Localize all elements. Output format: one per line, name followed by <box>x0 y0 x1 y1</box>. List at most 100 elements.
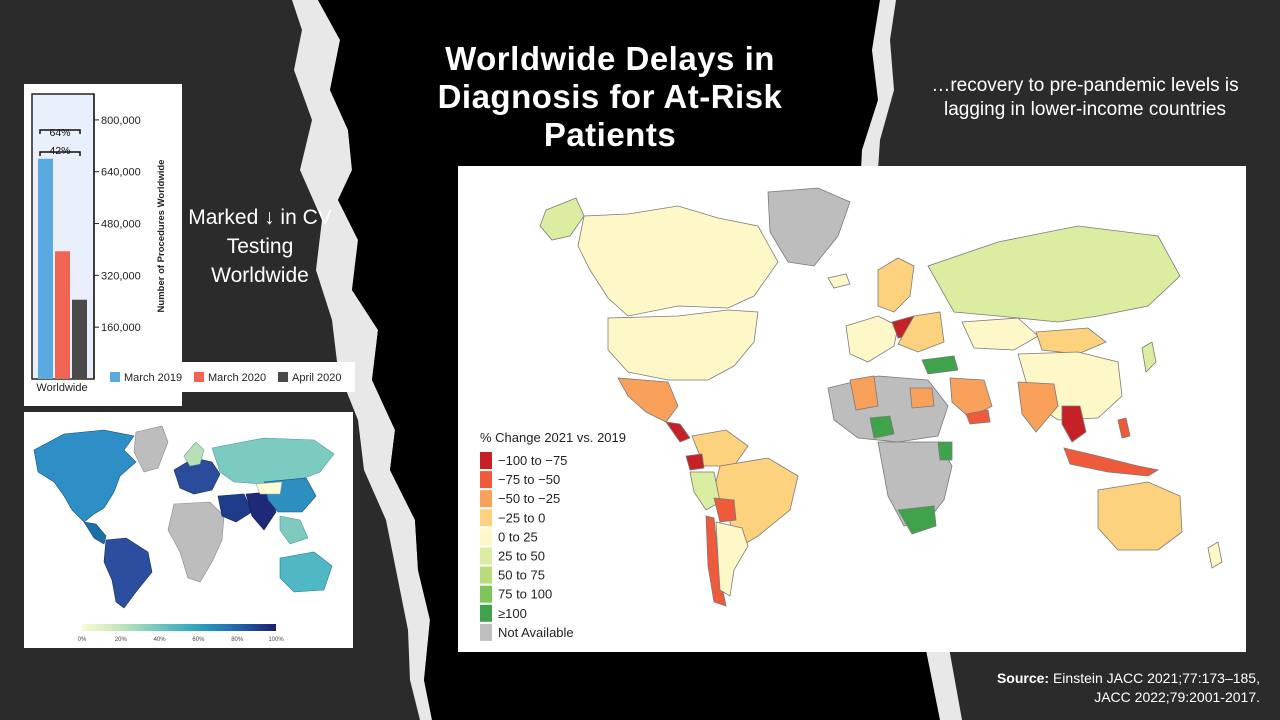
source-citation: Source: Einstein JACC 2021;77:173–185, J… <box>997 669 1260 707</box>
map-kazakhstan <box>961 317 1039 351</box>
map-scandinavia <box>877 257 915 313</box>
map-turkey <box>921 355 959 375</box>
map-western-europe <box>845 315 899 363</box>
change-legend-swatch <box>480 566 492 584</box>
map-southeast-asia <box>279 515 309 545</box>
change-legend-label: −100 to −75 <box>498 453 567 468</box>
coverage-scale-label: 20% <box>115 637 128 643</box>
y-tick-label: 640,000 <box>101 167 141 179</box>
slide-title: Worldwide Delays in Diagnosis for At-Ris… <box>437 40 783 153</box>
map-west-africa <box>849 375 879 411</box>
map-canada <box>577 205 779 317</box>
change-legend-swatch <box>480 604 492 622</box>
bar-march-2020 <box>55 251 70 379</box>
map-greenland <box>133 425 169 473</box>
change-map-panel: % Change 2021 vs. 2019 −100 to −75 −75 to… <box>458 166 1246 652</box>
map-middle-east <box>217 493 253 523</box>
legend-label: March 2019 <box>124 372 182 384</box>
bracket-annotation-42: 42% <box>39 145 81 157</box>
torn-paper-left <box>292 0 432 720</box>
change-legend-swatch <box>480 528 492 546</box>
legend-swatch <box>278 372 288 382</box>
source-label: Source: <box>996 670 1050 686</box>
slide-subtitle: …recovery to pre-pandemic levels is lagg… <box>931 75 1239 120</box>
bar-legend-items: March 2019 March 2020 April 2020 <box>110 372 342 384</box>
change-legend-label: ≥100 <box>498 606 527 621</box>
map-southeast-asia <box>1061 405 1087 443</box>
map-japan <box>1141 341 1157 373</box>
map-philippines <box>1117 417 1131 439</box>
legend-label: March 2020 <box>208 372 266 384</box>
coverage-scale-label: 40% <box>154 637 167 643</box>
coverage-scale-label: 100% <box>268 637 284 643</box>
bar-chart-panel: 160,000 320,000 480,000 640,000 800,000 64% … <box>24 84 182 406</box>
map-central-america <box>665 421 691 443</box>
map-new-zealand <box>1207 541 1223 569</box>
change-legend-swatch <box>480 547 492 565</box>
legend-swatch <box>194 372 204 382</box>
map-peru <box>689 471 721 511</box>
map-iceland <box>827 273 851 289</box>
coverage-map-panel: 0% 20% 40% 60% 80% 100% <box>24 412 353 648</box>
map-scandinavia <box>183 441 205 467</box>
map-mongolia <box>255 481 283 495</box>
legend-swatch <box>110 372 120 382</box>
change-legend-swatch <box>480 623 492 641</box>
map-north-america <box>33 429 137 523</box>
x-category-label: Worldwide <box>36 382 87 394</box>
map-africa <box>167 501 225 583</box>
change-legend-swatch <box>480 490 492 508</box>
change-legend-swatch <box>480 509 492 527</box>
change-legend-swatch <box>480 452 492 469</box>
map-argentina <box>715 521 749 597</box>
change-legend-label: 75 to 100 <box>498 587 552 602</box>
map-south-africa <box>897 505 937 535</box>
y-axis-title: Number of Procedures Worldwide <box>156 160 167 313</box>
change-legend-swatch <box>480 585 492 603</box>
map-bolivia <box>713 497 737 523</box>
change-legend-label: 50 to 75 <box>498 568 545 583</box>
map-usa <box>607 309 759 381</box>
y-tick-label: 800,000 <box>101 115 141 127</box>
bar-march-2019 <box>38 158 53 379</box>
map-kenya <box>937 441 953 461</box>
map-australia <box>1097 481 1183 551</box>
source-line-1: Einstein JACC 2021;77:173–185, <box>1052 670 1260 686</box>
map-eastern-europe <box>897 311 945 353</box>
change-legend-label: Not Available <box>498 625 574 640</box>
coverage-scale-label: 60% <box>192 637 205 643</box>
map-mongolia <box>1035 327 1107 355</box>
bracket-annotation-64: 64% <box>39 127 81 139</box>
legend-label: April 2020 <box>292 372 342 384</box>
y-tick-label: 480,000 <box>101 219 141 231</box>
change-legend-title: % Change 2021 vs. 2019 <box>480 430 626 445</box>
map-russia <box>211 437 335 485</box>
map-indonesia <box>1063 447 1160 477</box>
annotation-64-percent: 64% <box>49 127 70 139</box>
change-legend-label: −75 to −50 <box>498 472 560 487</box>
bar-legend: March 2019 March 2020 April 2020 <box>100 362 355 392</box>
map-egypt <box>909 387 935 409</box>
map-south-america <box>103 537 153 609</box>
map-india <box>1017 381 1059 433</box>
map-ecuador <box>685 453 705 471</box>
map-russia <box>927 225 1181 323</box>
y-tick-label: 320,000 <box>101 270 141 282</box>
map-australia <box>279 551 333 593</box>
change-legend-label: −50 to −25 <box>498 491 560 506</box>
change-legend-swatch <box>480 471 492 489</box>
change-legend-label: 25 to 50 <box>498 549 545 564</box>
map-yemen <box>965 409 991 425</box>
coverage-map: 0% 20% 40% 60% 80% 100% <box>33 425 335 643</box>
coverage-scale-label: 0% <box>78 637 87 643</box>
map-alaska <box>539 197 585 241</box>
bar-chart-caption: Marked ↓ in CV Testing Worldwide <box>188 206 332 287</box>
map-central-america <box>83 521 107 545</box>
change-legend-label: 0 to 25 <box>498 529 538 544</box>
coverage-color-scale <box>82 624 276 631</box>
source-line-2: JACC 2022;79:2001-2017. <box>1094 689 1260 705</box>
annotation-42-percent: 42% <box>49 145 70 157</box>
change-map: % Change 2021 vs. 2019 −100 to −75 −75 to… <box>480 187 1223 641</box>
y-tick-label: 160,000 <box>101 322 141 334</box>
